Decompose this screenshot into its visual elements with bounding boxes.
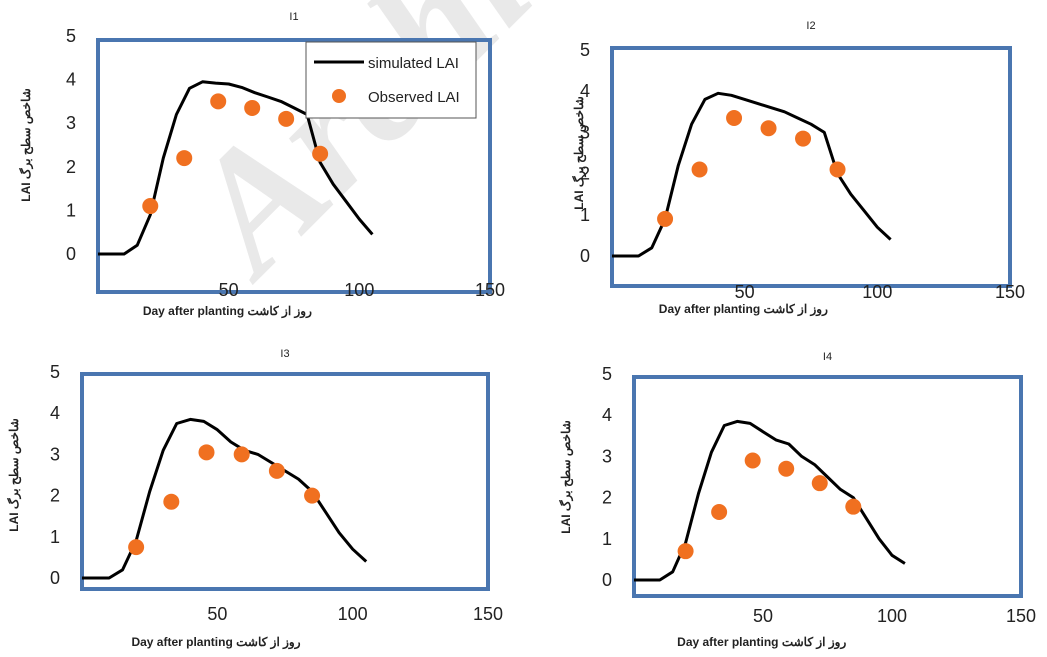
x-axis-label: Day after planting روز از کاشت: [659, 302, 828, 317]
y-axis-label: LAI شاخص سطح برگ: [18, 88, 34, 202]
y-tick-label: 0: [66, 244, 76, 264]
chart-title: I1: [289, 11, 298, 23]
plot-frame: [80, 372, 490, 591]
y-tick-label: 0: [50, 568, 60, 588]
observed-lai-point: [677, 543, 694, 560]
y-axis-label: LAI شاخص سطح برگ: [6, 418, 22, 532]
observed-lai-point: [198, 444, 215, 461]
observed-lai-point: [845, 498, 862, 515]
x-tick-label: 150: [1006, 606, 1036, 626]
y-tick-label: 3: [580, 122, 590, 142]
chart-panel-1: 0 1 2 3 4 5 50 100 150 I1 Day after planting روز ا…: [18, 11, 505, 319]
observed-lai-point: [691, 161, 708, 178]
legend-box: [305, 41, 477, 119]
observed-lai-point: [312, 145, 329, 162]
legend-label-observed: Observed LAI: [368, 89, 460, 106]
y-tick-label: 4: [50, 403, 60, 423]
y-tick-label: 3: [602, 446, 612, 466]
x-axis-label: Day after planting روز از کاشت: [131, 635, 300, 650]
y-tick-label: 5: [66, 26, 76, 46]
observed-lai-point: [278, 110, 295, 127]
y-tick-label: 5: [602, 364, 612, 384]
x-tick-label: 150: [475, 280, 505, 300]
x-tick-label: 100: [862, 282, 892, 302]
x-tick-label: 50: [219, 280, 239, 300]
x-tick-label: 50: [735, 282, 755, 302]
simulated-lai-line: [634, 419, 906, 582]
y-tick-label: 4: [602, 405, 612, 425]
chart-panel-2: 0 1 2 3 4 5 50 100 150 I2 Day after planting روز ا…: [571, 20, 1025, 317]
chart-title: I2: [806, 20, 815, 32]
x-tick-label: 150: [995, 282, 1025, 302]
observed-lai-point: [142, 198, 159, 215]
observed-lai-point: [163, 493, 180, 510]
observed-lai-point: [829, 161, 846, 178]
observed-lai-point: [760, 120, 777, 137]
y-tick-label: 3: [66, 113, 76, 133]
x-tick-label: 100: [344, 280, 374, 300]
observed-lai-point: [128, 539, 145, 556]
y-tick-label: 4: [66, 70, 76, 90]
plot-frame: [610, 46, 1012, 288]
y-tick-label: 2: [66, 157, 76, 177]
y-tick-label: 1: [602, 529, 612, 549]
x-tick-label: 150: [473, 604, 503, 624]
chart-panel-3: 0 1 2 3 4 5 50 100 150 I3 Day after planting روز ا…: [6, 348, 503, 650]
x-tick-label: 100: [338, 604, 368, 624]
plot-frame: [96, 38, 492, 294]
y-tick-label: 2: [602, 488, 612, 508]
y-tick-label: 1: [66, 200, 76, 220]
x-axis-label: Day after planting روز از کاشت: [677, 635, 846, 650]
simulated-lai-line: [98, 80, 374, 256]
chart-panel-4: 0 1 2 3 4 5 50 100 150 I4 Day after planting روز ا…: [558, 351, 1036, 650]
observed-lai-point: [304, 487, 321, 504]
chart-title: I3: [280, 348, 289, 360]
y-tick-label: 5: [580, 40, 590, 60]
observed-lai-point: [176, 150, 193, 167]
y-axis-label: LAI شاخص سطح برگ: [558, 420, 574, 534]
legend-dot-swatch: [332, 89, 346, 103]
y-tick-label: 2: [580, 164, 590, 184]
y-tick-label: 5: [50, 362, 60, 382]
y-tick-label: 4: [580, 81, 590, 101]
y-tick-label: 1: [580, 205, 590, 225]
simulated-lai-line: [82, 417, 368, 580]
observed-lai-point: [744, 452, 761, 469]
y-tick-label: 0: [580, 246, 590, 266]
x-tick-label: 50: [207, 604, 227, 624]
y-tick-label: 0: [602, 570, 612, 590]
observed-lai-point: [210, 93, 227, 110]
observed-lai-point: [811, 475, 828, 492]
y-tick-label: 3: [50, 444, 60, 464]
observed-lai-point: [244, 99, 261, 116]
observed-lai-point: [268, 462, 285, 479]
legend: simulated LAI Observed LAI: [305, 41, 477, 119]
observed-lai-point: [657, 210, 674, 227]
x-tick-label: 100: [877, 606, 907, 626]
y-tick-label: 1: [50, 527, 60, 547]
simulated-lai-line: [612, 91, 892, 258]
observed-lai-point: [233, 446, 250, 463]
y-axis-label: LAI شاخص سطح برگ: [571, 96, 587, 210]
x-axis-label: Day after planting روز از کاشت: [143, 304, 312, 319]
observed-lai-point: [711, 504, 728, 521]
observed-lai-point: [795, 130, 812, 147]
chart-title: I4: [823, 351, 832, 363]
y-tick-label: 2: [50, 486, 60, 506]
observed-lai-point: [726, 109, 743, 126]
observed-lai-point: [778, 460, 795, 477]
x-tick-label: 50: [753, 606, 773, 626]
plot-frame: [632, 375, 1023, 598]
legend-label-simulated: simulated LAI: [368, 55, 459, 72]
